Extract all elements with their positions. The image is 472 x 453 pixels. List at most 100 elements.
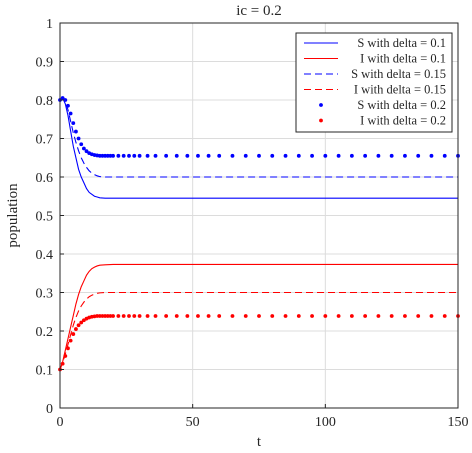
legend-marker — [319, 118, 323, 123]
data-point — [389, 153, 394, 158]
data-point — [403, 314, 407, 318]
data-point — [66, 103, 70, 108]
series-2 — [59, 263, 458, 370]
legend-item: S with delta = 0.15 — [304, 67, 446, 81]
data-point — [108, 314, 113, 318]
data-point — [296, 153, 301, 158]
data-point — [66, 346, 70, 351]
data-point — [68, 338, 73, 343]
data-point — [230, 153, 235, 158]
data-point — [257, 153, 261, 158]
data-point — [310, 153, 314, 158]
data-point — [174, 314, 179, 318]
data-point — [349, 153, 354, 158]
data-point — [97, 314, 102, 318]
data-point — [196, 153, 200, 158]
legend-label: I with delta = 0.15 — [354, 83, 446, 97]
data-point — [76, 323, 81, 328]
series-3 — [59, 97, 458, 178]
data-point — [270, 314, 275, 318]
legend-label: S with delta = 0.1 — [357, 36, 446, 50]
data-point — [185, 314, 190, 318]
y-tick-label: 0.9 — [36, 56, 54, 71]
data-point — [74, 129, 78, 134]
data-point — [185, 153, 190, 158]
series-line — [59, 97, 458, 178]
data-point — [137, 153, 142, 158]
series-4 — [59, 291, 458, 370]
legend-item: S with delta = 0.1 — [304, 36, 446, 50]
data-point — [376, 314, 381, 318]
y-tick-label: 0 — [46, 402, 53, 417]
data-point — [71, 332, 76, 336]
series-line — [59, 291, 458, 370]
series-line — [59, 263, 458, 370]
data-point — [323, 314, 328, 318]
data-point — [63, 354, 68, 358]
y-tick-label: 0.2 — [36, 325, 54, 340]
data-point — [217, 314, 222, 318]
data-point — [283, 314, 288, 318]
y-tick-label: 0.8 — [36, 94, 54, 109]
data-point — [206, 314, 211, 318]
chart-title: ic = 0.2 — [236, 3, 282, 19]
data-point — [60, 96, 65, 100]
legend-item: I with delta = 0.1 — [304, 52, 446, 66]
data-point — [403, 153, 407, 158]
data-point — [310, 314, 314, 318]
data-point — [336, 314, 341, 318]
x-tick-label: 100 — [315, 415, 336, 430]
x-tick-label: 50 — [186, 415, 200, 430]
data-point — [68, 111, 73, 116]
data-point — [60, 361, 65, 366]
data-point — [132, 314, 137, 318]
data-point — [243, 153, 248, 158]
legend-label: S with delta = 0.2 — [357, 98, 446, 112]
data-point — [105, 314, 110, 318]
y-axis-title: population — [5, 183, 21, 248]
data-point — [442, 153, 447, 158]
data-point — [164, 153, 169, 158]
data-point — [323, 153, 328, 158]
data-point — [389, 314, 394, 318]
legend-label: S with delta = 0.15 — [351, 67, 446, 81]
data-point — [145, 314, 150, 318]
y-tick-label: 0.4 — [36, 248, 54, 263]
data-point — [283, 153, 288, 158]
data-point — [376, 153, 381, 158]
y-tick-label: 0.5 — [36, 210, 54, 225]
data-point — [127, 153, 131, 158]
data-point — [243, 314, 248, 318]
data-point — [116, 314, 121, 318]
data-point — [270, 153, 275, 158]
data-point — [196, 314, 200, 318]
data-point — [137, 314, 142, 318]
data-point — [79, 142, 84, 147]
legend-box — [295, 32, 453, 133]
data-point — [76, 136, 81, 141]
data-point — [153, 153, 158, 158]
data-point — [71, 121, 76, 125]
data-point — [174, 153, 179, 158]
legend-item: S with delta = 0.2 — [319, 98, 446, 112]
data-point — [257, 314, 261, 318]
series-line — [59, 97, 458, 199]
data-point — [230, 314, 235, 318]
data-point — [103, 314, 108, 318]
y-tick-label: 0.6 — [36, 171, 54, 186]
data-point — [132, 153, 137, 158]
data-point — [100, 153, 105, 158]
data-point — [416, 314, 421, 318]
data-point — [217, 153, 222, 158]
y-tick-label: 0.7 — [36, 133, 54, 148]
data-point — [127, 314, 131, 318]
data-point — [429, 314, 434, 318]
data-point — [111, 153, 115, 158]
data-point — [111, 314, 115, 318]
x-tick-label: 150 — [448, 415, 469, 430]
data-point — [442, 314, 447, 318]
data-point — [336, 153, 341, 158]
series-6 — [58, 314, 460, 372]
data-point — [95, 314, 100, 318]
